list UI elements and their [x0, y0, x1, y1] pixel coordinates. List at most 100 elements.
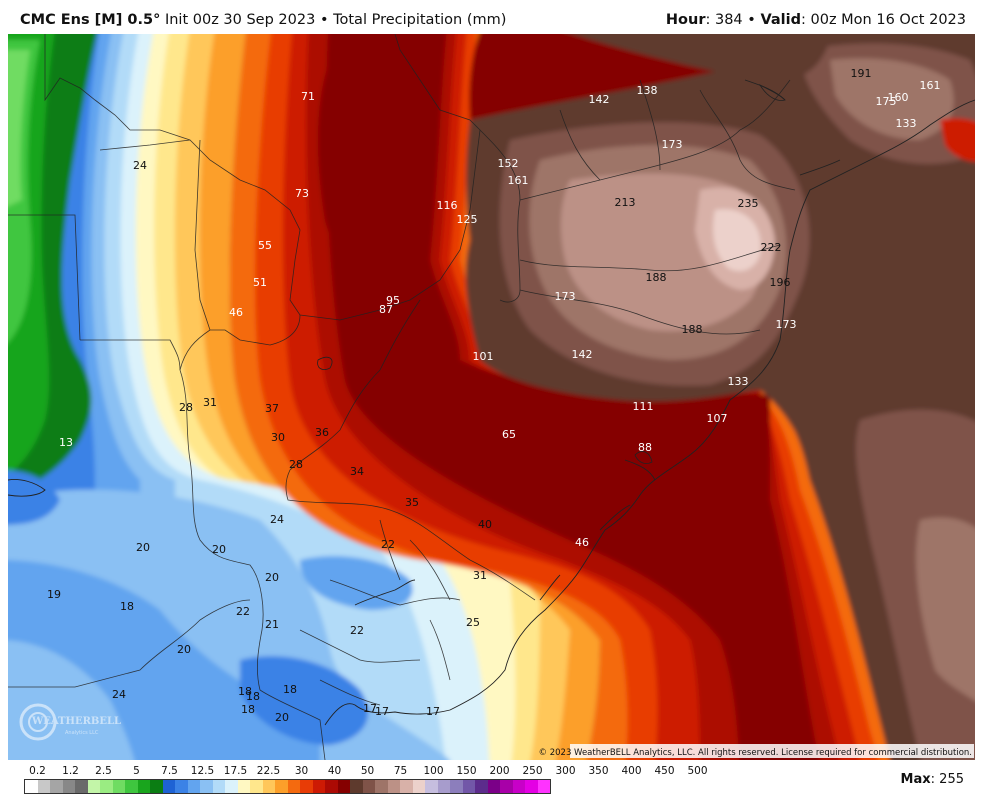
- precip-value-label: 235: [738, 197, 759, 210]
- legend-tick-label: 7.5: [161, 765, 178, 777]
- colorbar-swatch: [137, 780, 150, 793]
- logo-text: WEATHERBELL: [31, 716, 121, 727]
- valid-label: Valid: [760, 12, 801, 28]
- precip-value-label: 31: [203, 396, 217, 409]
- colorbar-swatch: [237, 780, 250, 793]
- precip-value-label: 30: [271, 431, 285, 444]
- precip-value-label: 22: [236, 605, 250, 618]
- precip-value-label: 28: [179, 401, 193, 414]
- colorbar-swatch: [337, 780, 350, 793]
- colorbar-swatch: [512, 780, 525, 793]
- precip-value-label: 40: [478, 518, 492, 531]
- colorbar-swatch: [212, 780, 225, 793]
- colorbar-swatch: [300, 780, 313, 793]
- colorbar-swatch: [375, 780, 388, 793]
- precip-value-label: 24: [112, 688, 126, 701]
- colorbar-swatch: [150, 780, 163, 793]
- legend-tick-label: 1.2: [62, 765, 79, 777]
- precip-value-label: 125: [457, 213, 478, 226]
- legend-tick-label: 150: [456, 765, 477, 777]
- precip-value-label: 188: [646, 271, 667, 284]
- precip-value-label: 160: [888, 91, 909, 104]
- logo-subtext: Analytics LLC: [65, 730, 99, 736]
- precip-value-label: 22: [350, 624, 364, 637]
- precip-value-label: 133: [728, 375, 749, 388]
- precip-value-label: 173: [776, 318, 797, 331]
- precip-value-label: 138: [637, 84, 658, 97]
- colorbar-swatch: [187, 780, 200, 793]
- max-value-label: Max: 255: [900, 772, 964, 787]
- precip-value-label: 18: [241, 703, 255, 716]
- coastline: [8, 79, 975, 726]
- colorbar-swatch: [262, 780, 275, 793]
- precip-value-label: 152: [498, 157, 519, 170]
- colorbar-swatch: [500, 780, 513, 793]
- hour-value: 384: [714, 12, 743, 28]
- precip-value-label: 17: [363, 702, 377, 715]
- precip-value-label: 116: [437, 199, 458, 212]
- precip-value-label: 173: [662, 138, 683, 151]
- precip-value-label: 37: [265, 402, 279, 415]
- title-separator: •: [319, 12, 329, 28]
- legend-tick-label: 5: [133, 765, 140, 777]
- colorbar-swatch: [412, 780, 425, 793]
- model-name: CMC Ens [M] 0.5°: [20, 12, 161, 28]
- precip-value-label: 55: [258, 239, 272, 252]
- precip-value-label: 36: [315, 426, 329, 439]
- precip-value-label: 18: [238, 685, 252, 698]
- legend-tick-label: 350: [588, 765, 609, 777]
- max-label: Max: [900, 772, 931, 787]
- colorbar-swatch: [200, 780, 213, 793]
- legend-tick-label: 0.2: [29, 765, 46, 777]
- precip-value-label: 46: [229, 306, 243, 319]
- colorbar-swatch: [50, 780, 63, 793]
- precip-value-label: 35: [405, 496, 419, 509]
- legend-tick-label: 17.5: [223, 765, 248, 777]
- colorbar-swatch: [225, 780, 238, 793]
- colorbar-swatch: [37, 780, 50, 793]
- map-header: CMC Ens [M] 0.5° Init 00z 30 Sep 2023 • …: [0, 0, 984, 34]
- precip-value-label: 22: [381, 538, 395, 551]
- precip-value-label: 34: [350, 465, 364, 478]
- legend-tick-label: 200: [489, 765, 510, 777]
- legend-footer: 0.2 1.2 2.5 5 7.5 12.5 17.5 22.5 30 40 50 75 100 150 2…: [0, 760, 984, 808]
- precip-value-label: 13: [59, 436, 73, 449]
- precip-value-label: 161: [508, 174, 529, 187]
- colorbar-swatch: [487, 780, 500, 793]
- colorbar-swatch: [25, 780, 38, 793]
- precip-value-label: 161: [920, 79, 941, 92]
- colorbar-swatch: [387, 780, 400, 793]
- hour-label: Hour: [665, 12, 706, 28]
- precip-value-label: 21: [265, 618, 279, 631]
- precip-value-label: 196: [770, 276, 791, 289]
- precip-value-label: 111: [633, 400, 654, 413]
- colorbar-swatch: [425, 780, 438, 793]
- legend-tick-label: 250: [522, 765, 543, 777]
- logo-swirl-icon: [19, 703, 57, 741]
- precip-value-label: 142: [589, 93, 610, 106]
- precip-value-label: 20: [275, 711, 289, 724]
- legend-tick-label: 2.5: [95, 765, 112, 777]
- legend-tick-label: 300: [555, 765, 576, 777]
- max-value: 255: [939, 772, 964, 787]
- precip-value-label: 73: [295, 187, 309, 200]
- precip-value-label: 20: [265, 571, 279, 584]
- precip-value-label: 71: [301, 90, 315, 103]
- colorbar-swatch: [75, 780, 88, 793]
- colorbar-swatch: [62, 780, 75, 793]
- legend-tick-labels: 0.2 1.2 2.5 5 7.5 12.5 17.5 22.5 30 40 50 75 100 150 2…: [24, 765, 707, 779]
- precip-value-label: 24: [133, 159, 147, 172]
- political-borders: [8, 34, 796, 760]
- legend-tick-label: 22.5: [256, 765, 281, 777]
- colorbar-swatch: [312, 780, 325, 793]
- precip-value-label: 222: [761, 241, 782, 254]
- coastal-lagoons: [317, 84, 786, 464]
- title-right: Hour: 384 • Valid: 00z Mon 16 Oct 2023: [665, 12, 966, 28]
- precip-value-label: 107: [707, 412, 728, 425]
- colorbar-swatch: [462, 780, 475, 793]
- precip-value-label: 20: [136, 541, 150, 554]
- colorbar-swatch: [475, 780, 488, 793]
- precip-value-label: 25: [466, 616, 480, 629]
- precip-value-label: 213: [615, 196, 636, 209]
- legend-tick-label: 100: [423, 765, 444, 777]
